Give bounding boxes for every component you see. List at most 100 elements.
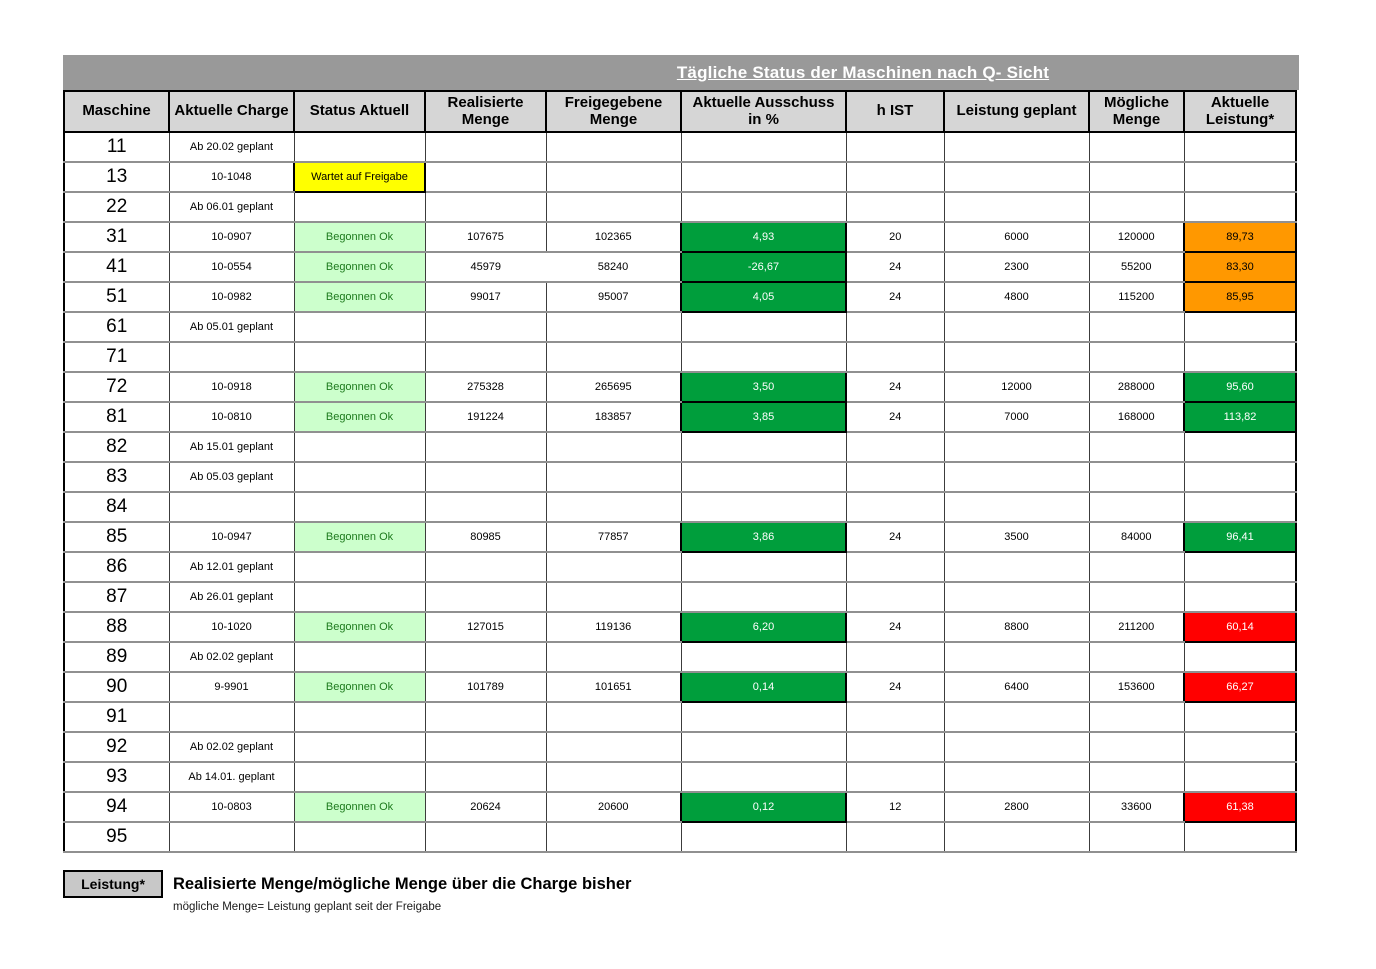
cell-aktuelle-leistung[interactable] — [1183, 491, 1297, 523]
cell-moegliche-menge[interactable] — [1088, 731, 1185, 763]
cell-h-ist[interactable] — [845, 311, 945, 343]
cell-machine[interactable]: 11 — [63, 131, 170, 163]
cell-machine[interactable]: 87 — [63, 581, 170, 613]
cell-status-aktuell[interactable] — [293, 761, 426, 793]
cell-h-ist[interactable]: 24 — [845, 671, 945, 703]
cell-aktuelle-leistung[interactable] — [1183, 701, 1297, 733]
cell-realisierte-menge[interactable] — [424, 311, 547, 343]
cell-aktuelle-charge[interactable]: Ab 15.01 geplant — [168, 431, 295, 463]
cell-realisierte-menge[interactable] — [424, 641, 547, 673]
cell-leistung-geplant[interactable] — [943, 161, 1090, 193]
cell-leistung-geplant[interactable]: 6000 — [943, 221, 1090, 253]
cell-freigegebene-menge[interactable] — [545, 431, 682, 463]
cell-moegliche-menge[interactable] — [1088, 701, 1185, 733]
cell-moegliche-menge[interactable] — [1088, 461, 1185, 493]
cell-realisierte-menge[interactable] — [424, 191, 547, 223]
cell-realisierte-menge[interactable] — [424, 461, 547, 493]
cell-status-aktuell[interactable]: Begonnen Ok — [293, 671, 426, 703]
cell-aktuelle-charge[interactable]: 10-1020 — [168, 611, 295, 643]
cell-h-ist[interactable] — [845, 341, 945, 373]
cell-machine[interactable]: 89 — [63, 641, 170, 673]
cell-leistung-geplant[interactable] — [943, 431, 1090, 463]
cell-realisierte-menge[interactable] — [424, 341, 547, 373]
cell-leistung-geplant[interactable] — [943, 761, 1090, 793]
cell-h-ist[interactable] — [845, 821, 945, 853]
cell-aktuelle-charge[interactable]: 9-9901 — [168, 671, 295, 703]
cell-aktuelle-ausschuss[interactable] — [680, 131, 847, 163]
cell-leistung-geplant[interactable] — [943, 701, 1090, 733]
column-header-realisierte-menge[interactable]: Realisierte Menge — [424, 90, 547, 133]
cell-machine[interactable]: 61 — [63, 311, 170, 343]
cell-aktuelle-ausschuss[interactable]: 0,14 — [680, 671, 847, 703]
column-header-leistung-geplant[interactable]: Leistung geplant — [943, 90, 1090, 133]
cell-status-aktuell[interactable]: Begonnen Ok — [293, 371, 426, 403]
cell-aktuelle-ausschuss[interactable]: 3,86 — [680, 521, 847, 553]
cell-aktuelle-ausschuss[interactable] — [680, 641, 847, 673]
cell-aktuelle-charge[interactable]: Ab 12.01 geplant — [168, 551, 295, 583]
cell-freigegebene-menge[interactable] — [545, 581, 682, 613]
cell-aktuelle-leistung[interactable] — [1183, 161, 1297, 193]
cell-h-ist[interactable]: 24 — [845, 371, 945, 403]
cell-freigegebene-menge[interactable] — [545, 701, 682, 733]
column-header-h-ist[interactable]: h IST — [845, 90, 945, 133]
cell-aktuelle-ausschuss[interactable]: 3,85 — [680, 401, 847, 433]
cell-aktuelle-ausschuss[interactable]: 0,12 — [680, 791, 847, 823]
cell-aktuelle-ausschuss[interactable] — [680, 191, 847, 223]
cell-leistung-geplant[interactable] — [943, 191, 1090, 223]
cell-moegliche-menge[interactable] — [1088, 131, 1185, 163]
cell-machine[interactable]: 91 — [63, 701, 170, 733]
cell-aktuelle-ausschuss[interactable] — [680, 431, 847, 463]
cell-aktuelle-charge[interactable]: Ab 06.01 geplant — [168, 191, 295, 223]
cell-realisierte-menge[interactable]: 191224 — [424, 401, 547, 433]
cell-realisierte-menge[interactable]: 99017 — [424, 281, 547, 313]
cell-h-ist[interactable] — [845, 131, 945, 163]
cell-realisierte-menge[interactable]: 20624 — [424, 791, 547, 823]
cell-aktuelle-leistung[interactable] — [1183, 731, 1297, 763]
cell-h-ist[interactable] — [845, 491, 945, 523]
cell-aktuelle-charge[interactable]: Ab 05.01 geplant — [168, 311, 295, 343]
cell-freigegebene-menge[interactable] — [545, 821, 682, 853]
cell-machine[interactable]: 72 — [63, 371, 170, 403]
cell-aktuelle-leistung[interactable] — [1183, 311, 1297, 343]
cell-aktuelle-ausschuss[interactable] — [680, 341, 847, 373]
cell-aktuelle-ausschuss[interactable] — [680, 491, 847, 523]
cell-realisierte-menge[interactable] — [424, 491, 547, 523]
cell-aktuelle-leistung[interactable]: 89,73 — [1183, 221, 1297, 253]
cell-aktuelle-ausschuss[interactable]: 4,93 — [680, 221, 847, 253]
cell-status-aktuell[interactable] — [293, 311, 426, 343]
cell-aktuelle-leistung[interactable]: 61,38 — [1183, 791, 1297, 823]
cell-aktuelle-leistung[interactable]: 83,30 — [1183, 251, 1297, 283]
cell-freigegebene-menge[interactable] — [545, 311, 682, 343]
cell-aktuelle-charge[interactable]: 10-0982 — [168, 281, 295, 313]
cell-h-ist[interactable]: 24 — [845, 281, 945, 313]
cell-moegliche-menge[interactable]: 84000 — [1088, 521, 1185, 553]
cell-moegliche-menge[interactable]: 120000 — [1088, 221, 1185, 253]
cell-aktuelle-ausschuss[interactable]: 4,05 — [680, 281, 847, 313]
cell-moegliche-menge[interactable] — [1088, 341, 1185, 373]
cell-h-ist[interactable] — [845, 701, 945, 733]
cell-h-ist[interactable] — [845, 581, 945, 613]
cell-machine[interactable]: 92 — [63, 731, 170, 763]
cell-freigegebene-menge[interactable] — [545, 731, 682, 763]
cell-machine[interactable]: 88 — [63, 611, 170, 643]
cell-h-ist[interactable] — [845, 761, 945, 793]
column-header-freigegebene-menge[interactable]: Freigegebene Menge — [545, 90, 682, 133]
cell-aktuelle-ausschuss[interactable] — [680, 551, 847, 583]
cell-moegliche-menge[interactable] — [1088, 191, 1185, 223]
cell-h-ist[interactable]: 24 — [845, 611, 945, 643]
cell-status-aktuell[interactable]: Wartet auf Freigabe — [293, 161, 426, 193]
cell-status-aktuell[interactable] — [293, 821, 426, 853]
cell-h-ist[interactable] — [845, 191, 945, 223]
cell-machine[interactable]: 71 — [63, 341, 170, 373]
cell-aktuelle-charge[interactable]: 10-0554 — [168, 251, 295, 283]
cell-aktuelle-leistung[interactable] — [1183, 341, 1297, 373]
cell-realisierte-menge[interactable] — [424, 431, 547, 463]
cell-machine[interactable]: 95 — [63, 821, 170, 853]
cell-machine[interactable]: 85 — [63, 521, 170, 553]
cell-aktuelle-ausschuss[interactable] — [680, 821, 847, 853]
cell-freigegebene-menge[interactable] — [545, 461, 682, 493]
cell-aktuelle-ausschuss[interactable]: 3,50 — [680, 371, 847, 403]
cell-leistung-geplant[interactable] — [943, 341, 1090, 373]
cell-status-aktuell[interactable]: Begonnen Ok — [293, 401, 426, 433]
cell-freigegebene-menge[interactable]: 77857 — [545, 521, 682, 553]
